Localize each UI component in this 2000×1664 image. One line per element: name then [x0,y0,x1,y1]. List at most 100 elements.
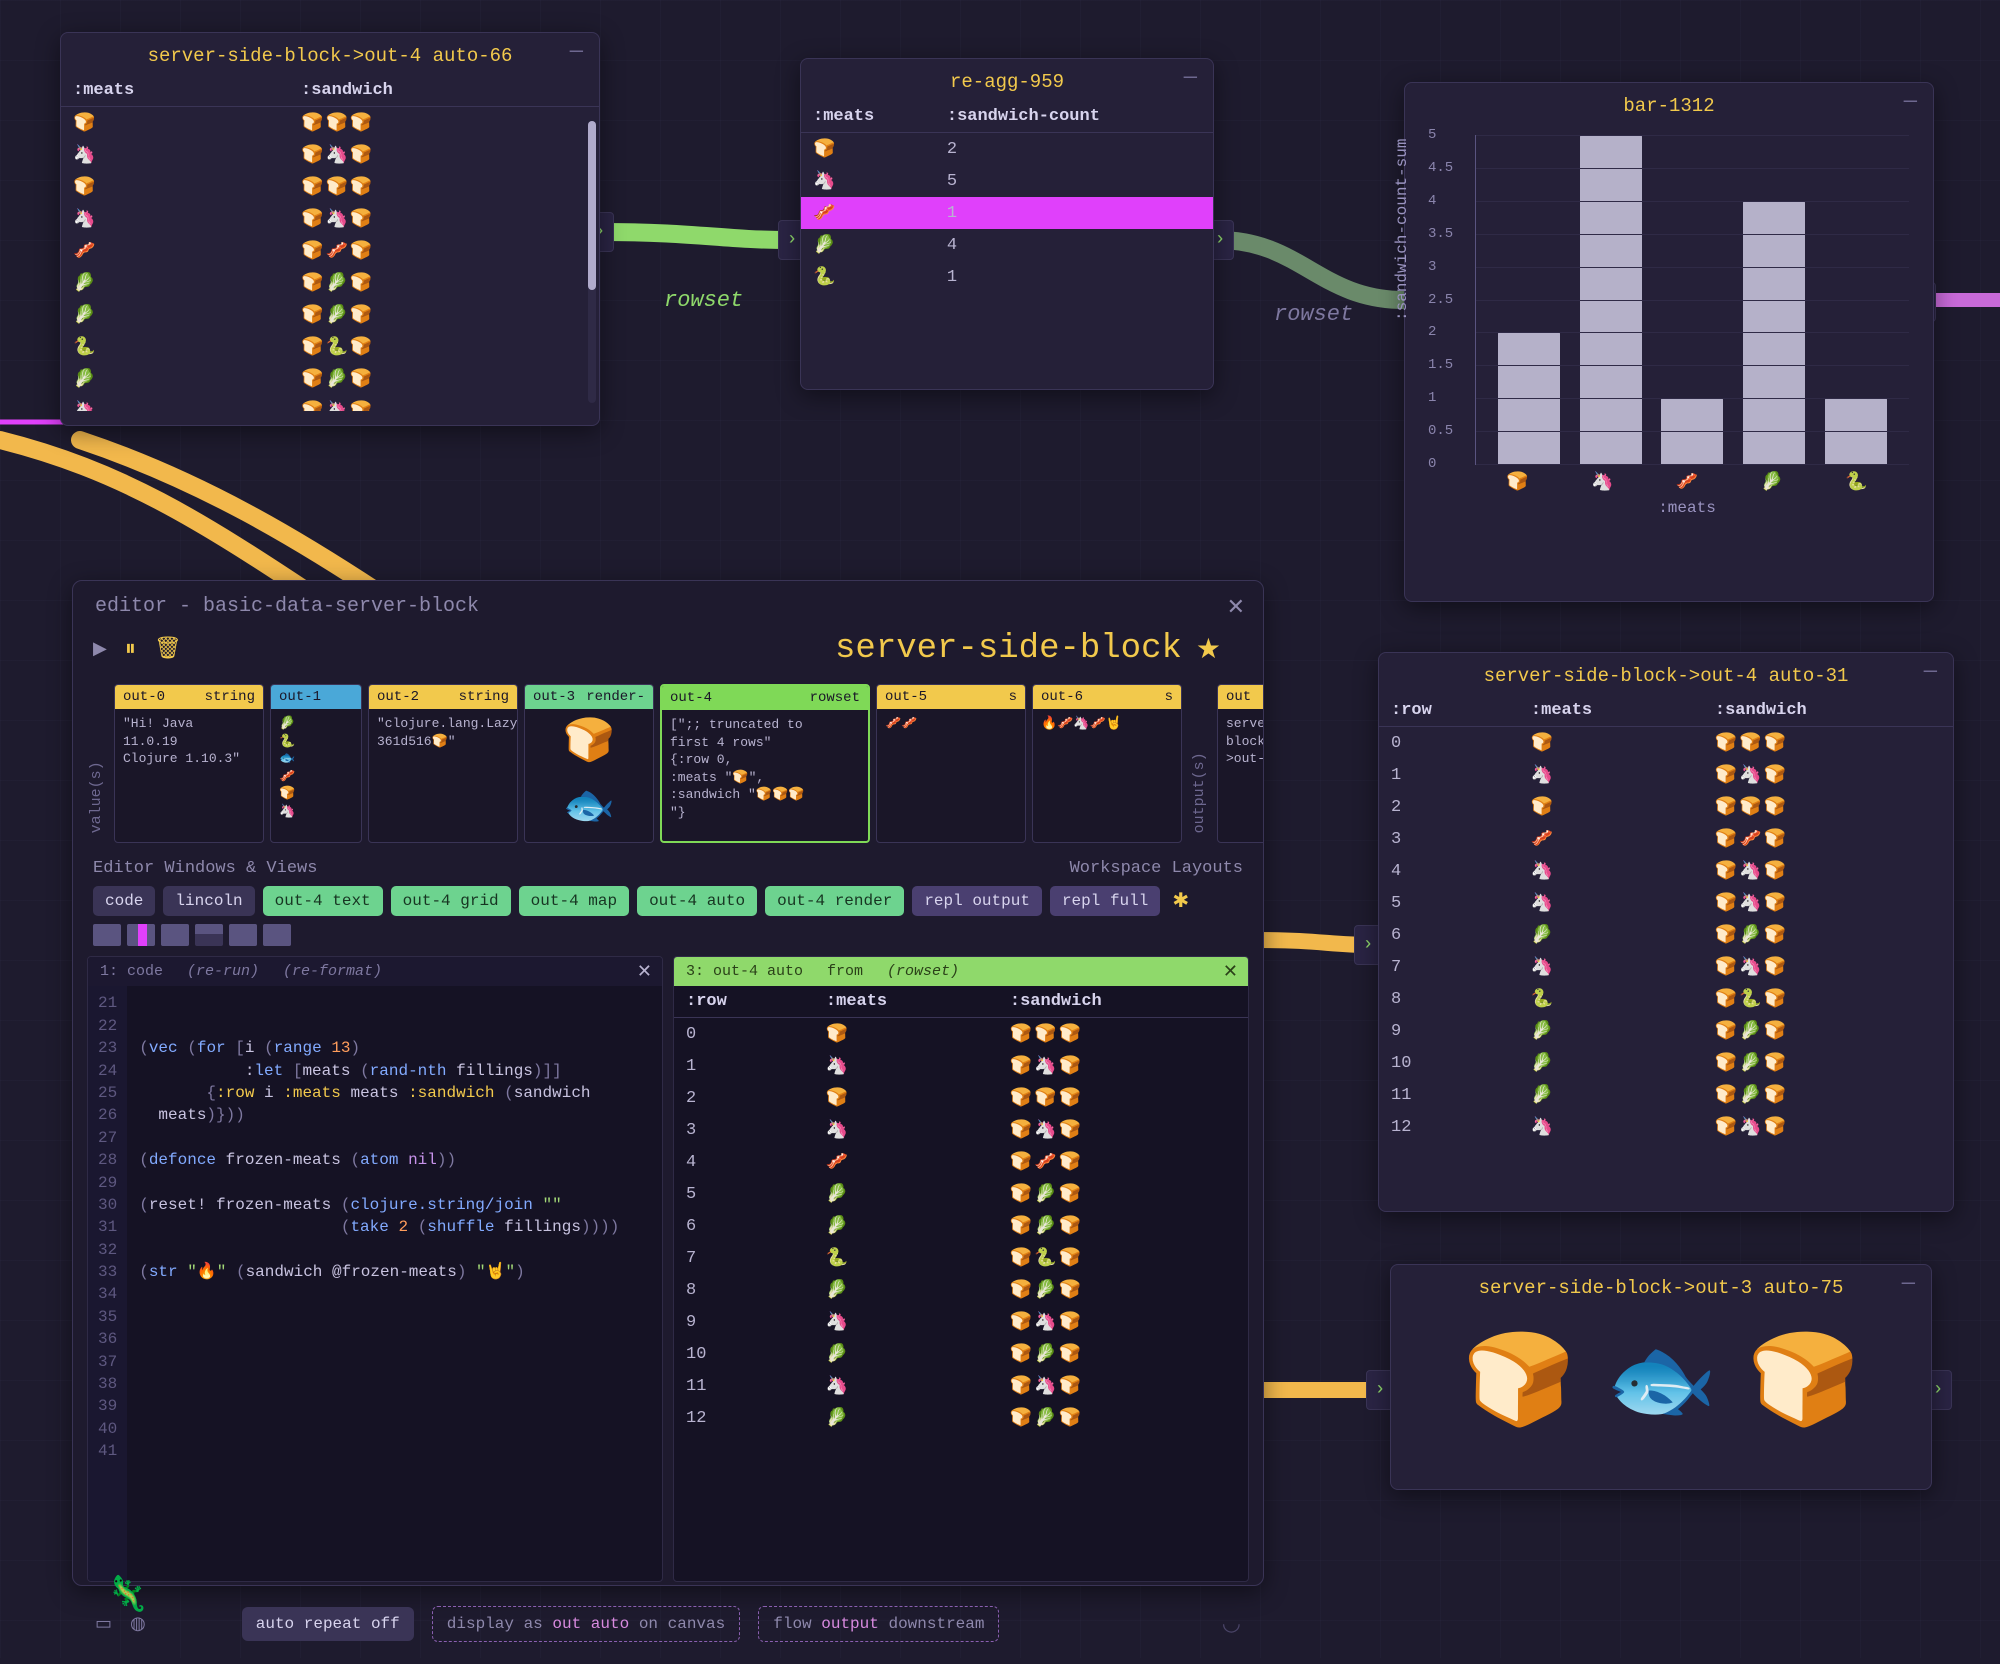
auto66-table: :meats :sandwich 🍞🍞🍞🍞🦄🍞🦄🍞🍞🍞🍞🍞🦄🍞🦄🍞🥓🍞🥓🍞🥬🍞🥬… [61,75,599,411]
pill-out-4-text[interactable]: out-4 text [263,886,383,916]
scrollbar[interactable] [588,121,596,403]
minimize-icon[interactable]: — [1184,73,1197,83]
auto-repeat-chip[interactable]: auto repeat off [242,1607,414,1641]
panel-reagg[interactable]: re-agg-959 — :meats :sandwich-count 🍞2🦄5… [800,58,1214,390]
pill-code[interactable]: code [93,886,155,916]
table-row[interactable]: 9🥬🍞🥬🍞 [1379,1015,1953,1047]
pill-repl-full[interactable]: repl full [1050,886,1160,916]
codepane-reformat[interactable]: (re-format) [283,963,382,980]
tab-out-0[interactable]: out-0string"Hi! Java 11.0.19Clojure 1.10… [114,684,264,843]
table-row[interactable]: 4🥓🍞🥓🍞 [674,1146,1248,1178]
panel-auto75[interactable]: server-side-block->out-3 auto-75 — 🍞🐟🍞 [1390,1264,1932,1490]
table-row[interactable]: 🍞🍞🍞🍞 [61,107,599,140]
table-row[interactable]: 4🦄🍞🦄🍞 [1379,855,1953,887]
flow-chip[interactable]: flow output downstream [758,1606,999,1642]
col-count: :sandwich-count [935,101,1213,133]
table-row[interactable]: 🥬🍞🥬🍞 [61,299,599,331]
table-row[interactable]: 7🐍🍞🐍🍞 [674,1242,1248,1274]
pause-icon[interactable]: ⏸ [125,637,136,662]
pill-out-4-render[interactable]: out-4 render [765,886,904,916]
panel-bar[interactable]: bar-1312 — :sandwich-count-sum 00.511.52… [1404,82,1934,602]
close-icon[interactable]: ✕ [637,961,652,983]
table-row[interactable]: 🦄🍞🦄🍞 [61,139,599,171]
values-label: value(s) [85,684,108,843]
table-row[interactable]: 🐍1 [801,261,1213,293]
minimize-icon[interactable]: — [570,47,583,57]
close-icon[interactable]: ✕ [1223,961,1238,983]
col-meats: :meats [61,75,289,107]
table-row[interactable]: 6🥬🍞🥬🍞 [1379,919,1953,951]
codepane-rerun[interactable]: (re-run) [187,963,259,980]
close-icon[interactable]: ✕ [1227,595,1245,621]
code-pane[interactable]: 1: code (re-run) (re-format) ✕ 212223242… [87,956,663,1582]
table-row[interactable]: 🐍🍞🐍🍞 [61,331,599,363]
ytick: 0 [1428,456,1436,472]
table-row[interactable]: 9🦄🍞🦄🍞 [674,1306,1248,1338]
panel-auto66[interactable]: server-side-block->out-4 auto-66 — :meat… [60,32,600,426]
out-pane[interactable]: 3: out-4 auto from (rowset) ✕ :row :meat… [673,956,1249,1582]
table-row[interactable]: 12🥬🍞🥬🍞 [674,1402,1248,1434]
table-row[interactable]: 5🦄🍞🦄🍞 [1379,887,1953,919]
table-row[interactable]: 7🦄🍞🦄🍞 [1379,951,1953,983]
tab-out-6[interactable]: out-6s🔥🥓🦄🥓🤘 [1032,684,1182,843]
panel-bar-title: bar-1312 [1623,95,1714,117]
star-icon[interactable]: ★ [1196,632,1221,667]
table-row[interactable]: 11🦄🍞🦄🍞 [674,1370,1248,1402]
table-row[interactable]: 1🦄🍞🦄🍞 [674,1050,1248,1082]
table-row[interactable]: 🥬🍞🥬🍞 [61,267,599,299]
table-row[interactable]: 0🍞🍞🍞🍞 [1379,727,1953,760]
table-row[interactable]: 🥬🍞🥬🍞 [61,363,599,395]
folder-icon[interactable]: ▭ [95,1613,112,1635]
table-row[interactable]: 🦄5 [801,165,1213,197]
layout-thumbs[interactable] [93,924,291,946]
table-row[interactable]: 2🍞🍞🍞🍞 [674,1082,1248,1114]
tab-out-2[interactable]: out-2string"clojure.lang.LazySeq@361d516… [368,684,518,843]
table-row[interactable]: 11🥬🍞🥬🍞 [1379,1079,1953,1111]
ytick: 1.5 [1428,357,1453,373]
tab-out[interactable]: outstringserver-side-block->out-4 auto-6… [1217,684,1263,843]
pill-out-4-auto[interactable]: out-4 auto [637,886,757,916]
editor-main-label: server-side-block [835,630,1182,668]
ytick: 3 [1428,259,1436,275]
pill-lincoln[interactable]: lincoln [163,886,254,916]
table-row[interactable]: 8🥬🍞🥬🍞 [674,1274,1248,1306]
minimize-icon[interactable]: — [1924,667,1937,677]
tab-out-1[interactable]: out-1🥬🐍🐟🥓🍞🦄 [270,684,362,843]
tab-out-3[interactable]: out-3render-🍞🐟 [524,684,654,843]
star-small-icon[interactable]: ✱ [1168,888,1193,914]
table-row[interactable]: 1🦄🍞🦄🍞 [1379,759,1953,791]
table-row[interactable]: 10🥬🍞🥬🍞 [674,1338,1248,1370]
panel-auto31[interactable]: server-side-block->out-4 auto-31 — :row … [1378,652,1954,1212]
play-icon[interactable]: ▶ [93,638,107,660]
table-row[interactable]: 🥓1 [801,197,1213,229]
tab-out-4[interactable]: out-4rowset[";; truncated tofirst 4 rows… [660,684,870,843]
table-row[interactable]: 12🦄🍞🦄🍞 [1379,1111,1953,1143]
edge-label-rowset-1: rowset [664,288,743,313]
table-row[interactable]: 3🥓🍞🥓🍞 [1379,823,1953,855]
table-row[interactable]: 🦄🍞🦄🍞 [61,203,599,235]
table-row[interactable]: 6🥬🍞🥬🍞 [674,1210,1248,1242]
table-row[interactable]: 🥬4 [801,229,1213,261]
table-row[interactable]: 🦄🍞🦄🍞 [61,395,599,411]
code-body[interactable]: (vec (for [i (range 13) :let [meats (ran… [127,986,631,1581]
table-row[interactable]: 8🐍🍞🐍🍞 [1379,983,1953,1015]
trash-icon[interactable]: 🗑 [154,636,182,662]
table-row[interactable]: 10🥬🍞🥬🍞 [1379,1047,1953,1079]
pill-repl-output[interactable]: repl output [912,886,1042,916]
editor-panel[interactable]: editor - basic-data-server-block ✕ ▶ ⏸ 🗑… [72,580,1264,1586]
pill-out-4-map[interactable]: out-4 map [519,886,629,916]
table-row[interactable]: 0🍞🍞🍞🍞 [674,1018,1248,1051]
pill-out-4-grid[interactable]: out-4 grid [391,886,511,916]
minimize-icon[interactable]: — [1904,97,1917,107]
globe-icon[interactable]: ◍ [130,1613,146,1635]
table-row[interactable]: 5🥬🍞🥬🍞 [674,1178,1248,1210]
table-row[interactable]: 3🦄🍞🦄🍞 [674,1114,1248,1146]
table-row[interactable]: 🍞🍞🍞🍞 [61,171,599,203]
table-row[interactable]: 🍞2 [801,133,1213,166]
display-chip[interactable]: display as out auto on canvas [432,1606,740,1642]
table-row[interactable]: 🥓🍞🥓🍞 [61,235,599,267]
ytick: 3.5 [1428,226,1453,242]
table-row[interactable]: 2🍞🍞🍞🍞 [1379,791,1953,823]
minimize-icon[interactable]: — [1902,1279,1915,1289]
tab-out-5[interactable]: out-5s🥓🥓 [876,684,1026,843]
